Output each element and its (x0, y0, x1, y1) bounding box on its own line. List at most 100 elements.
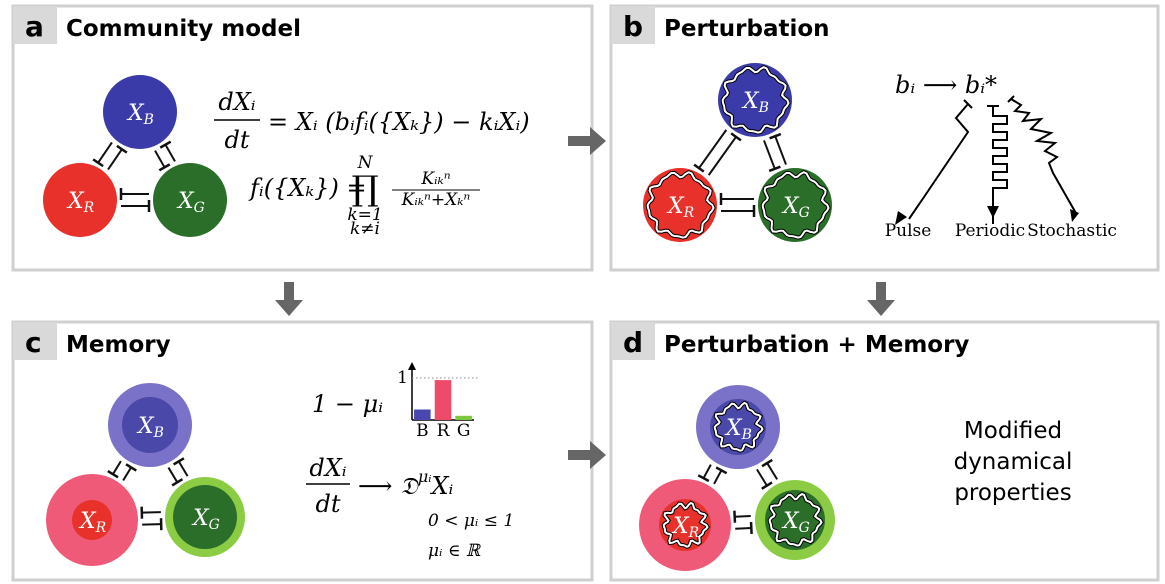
eq-lhs: fᵢ({Xₖ}) = (248, 174, 367, 202)
inhibition-edge (766, 462, 778, 480)
inhibition-bar (733, 510, 737, 523)
panel-letter: a (25, 10, 44, 43)
condition: 0 < μᵢ ≤ 1 (428, 511, 514, 531)
bar (455, 415, 472, 420)
node-sub: R (683, 205, 695, 221)
inhibition-edge (735, 526, 752, 530)
panel-title: Perturbation (664, 16, 830, 42)
inhibition-edge (698, 129, 728, 169)
text-line: properties (954, 480, 1071, 506)
node-label: XG (176, 189, 205, 216)
inhibition-bar (171, 478, 184, 487)
node-var: X (671, 514, 690, 539)
node-var: X (741, 89, 760, 114)
inhibition-edge (702, 464, 712, 479)
inhibition-bar (158, 163, 171, 172)
inhibition-bar (116, 144, 128, 154)
node-sub: R (83, 200, 95, 216)
node (643, 168, 717, 242)
node-sub: G (799, 520, 810, 536)
outcome-text: Modified dynamical properties (954, 418, 1073, 506)
node-label: XB (741, 89, 769, 116)
panel-title: Perturbation + Memory (664, 332, 969, 358)
x-tick-label: G (457, 421, 471, 441)
inhibition-edge (713, 469, 723, 485)
inhibition-edge (763, 140, 776, 170)
kind-label: Pulse (885, 221, 932, 241)
equations-a: dXᵢ dt = Xᵢ (bᵢfᵢ({Xₖ}) − kᵢXᵢ) fᵢ({Xₖ})… (214, 88, 530, 239)
node-sub: B (153, 425, 164, 441)
inhibition-edge (112, 460, 122, 475)
panel-title: Memory (66, 332, 171, 358)
node-var: X (126, 101, 145, 126)
panel-headers: a Community model b Perturbation c Memor… (25, 10, 969, 359)
node-var: X (136, 414, 155, 439)
inhibition-edge (756, 468, 768, 487)
memory-label: 1 − μᵢ (312, 390, 383, 418)
node-sub: G (799, 205, 810, 221)
inhibition-edge (141, 511, 161, 514)
bar (414, 409, 431, 420)
panel-tabs (13, 6, 655, 360)
node-sub: G (209, 517, 220, 533)
node-label: XG (191, 506, 220, 533)
inhibition-bar (768, 165, 781, 173)
memory-equations: 1 − μᵢ dXᵢ dt ⟶ 𝔇μᵢXᵢ 0 < μᵢ ≤ 1 μᵢ ∈ ℝ … (306, 362, 514, 561)
node-label: XR (78, 509, 107, 536)
inhibition-bar (761, 481, 773, 490)
inhibition-bar (107, 470, 119, 479)
node-var: X (781, 194, 800, 219)
node-sub: B (758, 100, 769, 116)
y-tick-label: 1 (397, 368, 408, 388)
perturbation-outline (646, 171, 715, 239)
node (103, 75, 177, 149)
eq-rhs: ⟶ 𝔇μᵢXᵢ (358, 467, 454, 500)
inhibition-bar (730, 132, 742, 142)
node-label: XB (136, 414, 164, 441)
axis-arrow (408, 362, 416, 370)
inhibition-bar (749, 521, 753, 535)
node-sub: B (741, 427, 752, 443)
inhibition-edge (164, 144, 176, 162)
inhibition-edge (167, 467, 179, 483)
perturbation-outline (768, 492, 823, 547)
eq-upper: N (357, 153, 374, 173)
node (758, 168, 832, 242)
eq-lower: k=1 (347, 205, 382, 225)
inhibition-edge (774, 135, 787, 165)
inhibition-bar (159, 140, 172, 149)
node-sub: R (688, 525, 700, 541)
node (43, 163, 117, 237)
node-label: XR (671, 514, 700, 541)
node-var: X (78, 509, 97, 534)
text-line: Modified (964, 418, 1062, 444)
node-label: XB (724, 416, 752, 443)
inhibition-edge (142, 523, 162, 526)
panel-title: Community model (66, 16, 301, 42)
kind-label: Stochastic (1027, 221, 1117, 241)
node-var: X (191, 506, 210, 531)
inhibition-bar (92, 158, 104, 168)
eq-rhs: = Xᵢ (bᵢfᵢ({Xₖ}) − kᵢXᵢ) (268, 108, 530, 136)
node-var: X (781, 509, 800, 534)
panel-letter: d (623, 326, 643, 359)
inhibition-edge (734, 515, 751, 518)
node-label: XG (781, 509, 810, 536)
node-var: X (666, 194, 685, 219)
x-tick-label: B (416, 421, 429, 441)
eq-den: dt (224, 126, 249, 154)
inhibition-edge (97, 141, 113, 164)
node-label: XR (666, 194, 695, 221)
node-var: X (66, 189, 85, 214)
node (718, 63, 792, 137)
inhibition-edge (707, 136, 737, 176)
eq-den: dt (315, 490, 340, 518)
node-var: X (176, 189, 195, 214)
node (153, 163, 227, 237)
inhibition-bar (125, 463, 137, 472)
node-label: XB (126, 101, 154, 128)
inhibition-edge (177, 460, 189, 477)
perturbation-outline (761, 171, 830, 239)
